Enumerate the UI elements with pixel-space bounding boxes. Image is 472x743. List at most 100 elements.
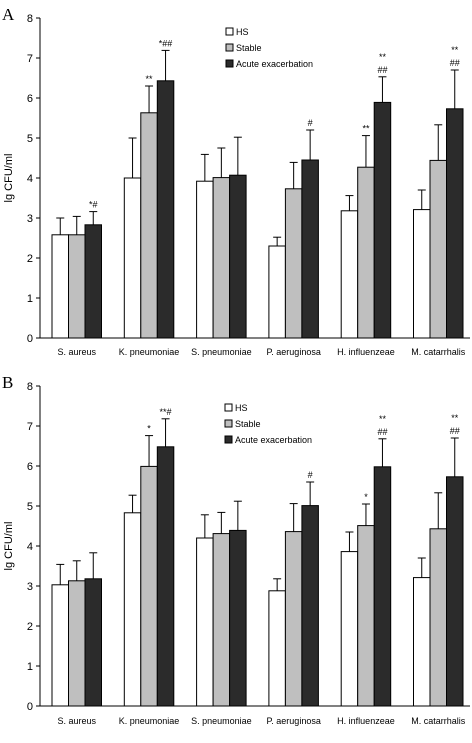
y-tick-label: 1 [27,293,33,305]
bar [301,159,319,339]
legend-swatch [224,403,233,412]
panel-b: B 0 1 2 3 4 5 6 7 8 lg CFU/ml S. aureus K. pneumonia… [2,373,470,726]
legend-label: HS [236,27,249,37]
category-label: S. aureus [57,347,96,357]
y-axis-label: lg CFU/ml [3,154,15,203]
bar [446,476,464,707]
category-label: M. catarrhalis [411,716,466,726]
bar [123,177,142,339]
bar [212,533,231,707]
bar [373,101,392,339]
bar [68,580,86,707]
significance-mark: # [308,118,313,128]
significance-mark: ## [450,426,460,436]
legend-swatch [225,27,234,36]
legend-swatch [224,435,233,444]
y-tick-label: 5 [27,501,33,513]
significance-mark: ** [451,45,459,55]
legend: HS Stable Acute exacerbation [224,403,312,445]
bar [140,112,158,339]
category-label: H. influenzeae [337,347,395,357]
bar [196,537,214,707]
significance-mark: ** [451,413,459,423]
legend-swatch [224,419,233,428]
bar [51,584,69,707]
bar [429,528,447,707]
panel-letter: A [2,5,15,24]
bar [123,512,142,707]
bar [429,159,447,339]
y-tick-label: 8 [27,381,33,393]
significance-mark: * [147,424,151,434]
y-tick-label: 8 [27,13,33,25]
bar [413,209,431,339]
significance-mark: # [308,470,313,480]
bar [340,210,359,339]
y-tick-label: 6 [27,93,33,105]
y-tick-label: 4 [27,173,33,185]
category-label: S. pneumoniae [191,716,252,726]
y-tick-label: 2 [27,621,33,633]
legend-label: Acute exacerbation [236,59,313,69]
category-label: P. aeruginosa [266,716,320,726]
bar [68,234,86,339]
bar [156,80,175,339]
y-tick-label: 4 [27,541,33,553]
bar [196,180,214,339]
significance-mark: *## [159,38,173,48]
category-label: P. aeruginosa [266,347,320,357]
legend-label: Stable [235,419,261,429]
y-axis-label: lg CFU/ml [3,522,15,571]
panel-letter: B [2,373,13,392]
panel-a: A 0 1 2 3 4 5 6 7 8 lg CFU/ml S. aureus K. pneumonia… [2,5,470,357]
legend-swatch [225,59,234,68]
significance-mark: ## [377,65,387,75]
y-tick-label: 0 [27,333,33,345]
bar [156,446,175,707]
significance-mark: ** [379,52,387,62]
significance-mark: ** [379,414,387,424]
bar [284,188,303,339]
bar [229,529,247,707]
bar [373,466,392,707]
significance-mark: ## [377,427,387,437]
y-tick-label: 0 [27,701,33,713]
legend-swatch [225,43,234,52]
y-tick-label: 6 [27,461,33,473]
category-label: K. pneumoniae [119,716,180,726]
significance-mark: ## [450,58,460,68]
bar [340,551,359,707]
legend-label: HS [235,403,248,413]
significance-mark: ** [362,124,370,134]
bar [357,166,375,339]
bar [446,108,464,339]
legend-label: Stable [236,43,262,53]
y-tick-label: 3 [27,213,33,225]
significance-mark: * [364,492,368,502]
bar [84,578,102,707]
bar [84,224,102,339]
y-tick-label: 7 [27,421,33,433]
bar [51,234,69,339]
significance-mark: **# [160,407,172,417]
y-tick-label: 2 [27,253,33,265]
bar [140,465,158,707]
legend-label: Acute exacerbation [235,435,312,445]
bar [212,177,231,339]
bar [357,525,375,707]
bar [268,590,286,707]
significance-mark: *# [89,200,98,210]
legend: HS Stable Acute exacerbation [225,27,313,69]
category-label: H. influenzeae [337,716,395,726]
bar [268,245,286,339]
bar [301,505,319,707]
y-tick-label: 1 [27,661,33,673]
y-tick-label: 5 [27,133,33,145]
bar [284,531,303,707]
y-tick-label: 7 [27,53,33,65]
category-label: S. aureus [57,716,96,726]
bar [413,577,431,707]
category-label: S. pneumoniae [191,347,252,357]
category-label: M. catarrhalis [411,347,466,357]
